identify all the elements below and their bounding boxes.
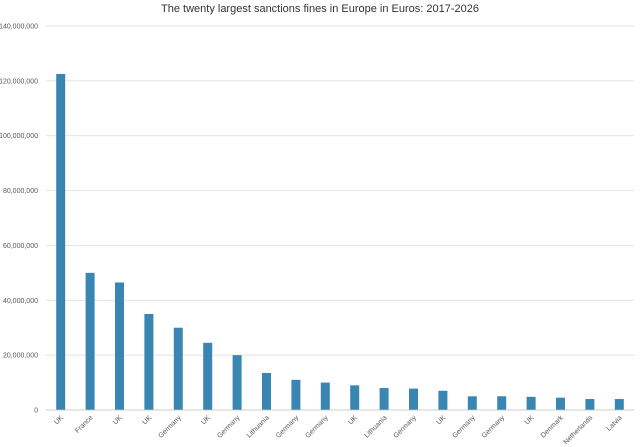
y-axis-ticks: 0 20,000,000 40,000,000 60,000,000 80,000,00… — [0, 24, 38, 415]
y-tick-label: 40,000,000 — [3, 298, 38, 305]
bar — [409, 388, 418, 410]
bar — [173, 327, 183, 410]
x-tick-label: Germany — [157, 414, 183, 440]
y-tick-label: 140,000,000 — [0, 24, 38, 31]
bar — [438, 390, 448, 410]
bar — [379, 388, 389, 410]
x-tick-label: UK — [200, 414, 212, 426]
bar — [350, 385, 360, 410]
chart-title: The twenty largest sanctions fines in Eu… — [161, 3, 479, 15]
x-tick-label: Lithuania — [363, 414, 388, 439]
x-tick-label: UK — [524, 414, 536, 426]
y-tick-label: 0 — [34, 408, 38, 415]
bar — [262, 372, 271, 410]
x-tick-label: Germany — [216, 414, 242, 440]
x-tick-label: Germany — [451, 414, 477, 440]
bar — [526, 396, 536, 410]
y-tick-label: 20,000,000 — [3, 353, 38, 360]
y-tick-label: 100,000,000 — [0, 133, 38, 140]
bar — [144, 314, 154, 410]
x-tick-label: France — [74, 414, 94, 434]
x-tick-label: UK — [435, 414, 447, 426]
bar — [291, 379, 301, 410]
y-tick-label: 60,000,000 — [3, 243, 38, 250]
x-tick-label: Germany — [393, 414, 419, 440]
gridlines — [46, 25, 634, 356]
bar — [585, 399, 595, 410]
bar — [56, 74, 66, 410]
x-tick-label: Netherlands — [563, 414, 595, 446]
x-tick-label: UK — [141, 414, 153, 426]
x-axis-ticks: UK France UK UK Germany UK Germany Lithuania Ger… — [53, 414, 624, 446]
bar — [467, 396, 477, 410]
bars — [56, 74, 624, 410]
x-tick-label: Denmark — [540, 414, 565, 439]
x-tick-label: UK — [53, 414, 65, 426]
y-tick-label: 80,000,000 — [3, 188, 38, 195]
x-tick-label: Lithuania — [246, 414, 271, 439]
bar — [85, 272, 95, 410]
x-tick-label: Latvia — [606, 414, 624, 432]
x-tick-label: Germany — [304, 414, 330, 440]
bar — [320, 382, 330, 410]
bar — [614, 399, 624, 410]
bar — [497, 396, 507, 410]
x-tick-label: UK — [347, 414, 359, 426]
bar — [203, 342, 213, 410]
bar — [115, 282, 124, 410]
x-tick-label: Germany — [481, 414, 507, 440]
bar — [556, 397, 565, 410]
x-tick-label: Germany — [275, 414, 301, 440]
bar — [232, 355, 242, 410]
x-tick-label: UK — [112, 414, 124, 426]
y-tick-label: 120,000,000 — [0, 78, 38, 85]
